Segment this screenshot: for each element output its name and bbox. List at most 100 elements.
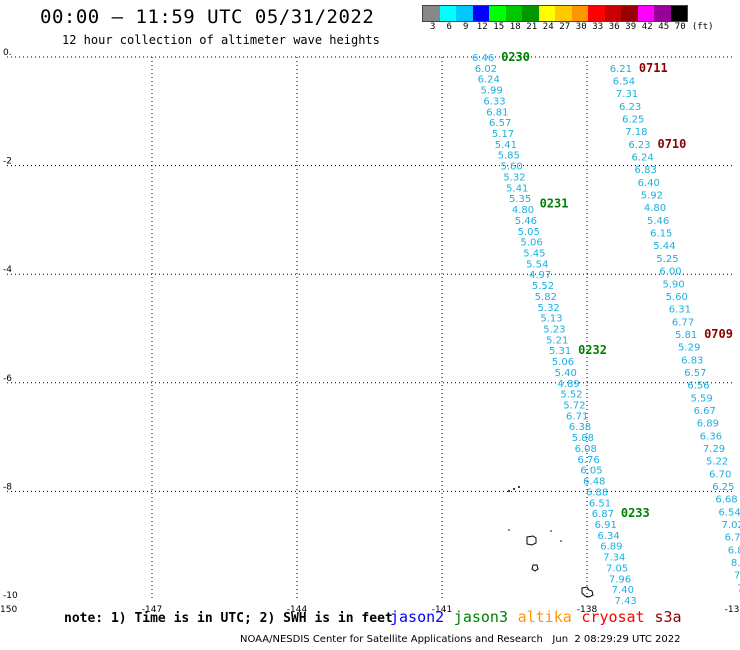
wave-height-value: 6.54: [613, 77, 635, 88]
legend-label: 70: [674, 22, 686, 32]
lon-tick-label: -138: [577, 605, 598, 615]
wave-height-value: 5.05: [518, 227, 540, 238]
wave-height-value: 5.25: [656, 254, 678, 265]
lon-tick-label: -144: [287, 605, 308, 615]
wave-height-value: 6.70: [709, 469, 731, 480]
track-time-label: 0230: [501, 50, 530, 64]
wave-height-value: 7.05: [606, 563, 628, 574]
wave-height-value: 6.05: [580, 466, 602, 477]
wave-height-value: 5.17: [492, 129, 514, 140]
wave-height-value: 6.46: [472, 53, 494, 64]
wave-height-value: 6.89: [600, 542, 622, 553]
generated-timestamp: Jun 2 08:29:29 UTC 2022: [552, 634, 681, 645]
wave-height-value: 5.46: [647, 216, 669, 227]
wave-height-value: 5.59: [690, 393, 712, 404]
legend-label: 21: [526, 22, 538, 32]
island-dot: [508, 529, 510, 531]
legend-swatch: [621, 6, 638, 21]
lon-tick-label: -13: [725, 605, 740, 615]
lon-tick-label: -141: [432, 605, 452, 615]
wave-height-value: 6.33: [483, 96, 505, 107]
satellite-key-cryosat: cryosat: [581, 608, 645, 626]
satellite-key-jason3: jason3: [453, 608, 508, 626]
wave-height-value: 5.81: [675, 330, 697, 341]
island-dot: [508, 490, 510, 492]
wave-height-value: 7.34: [603, 553, 625, 564]
wave-height-value: 5.41: [506, 183, 528, 194]
wave-height-value: 5.88: [572, 433, 594, 444]
page-title: 00:00 – 11:59 UTC 05/31/2022: [40, 6, 375, 28]
wave-height-value: 6.83: [635, 165, 657, 176]
wave-height-value: 5.31: [549, 346, 571, 357]
wave-height-value: 6.24: [631, 153, 653, 164]
wave-height-value: 6.68: [715, 495, 737, 506]
legend-swatch: [571, 6, 588, 21]
track-time-label: 0231: [540, 197, 569, 211]
wave-height-value: 5.44: [653, 241, 675, 252]
wave-height-value: 7.18: [625, 127, 647, 138]
wave-height-value: 7.43: [615, 596, 637, 607]
island-dot: [560, 540, 562, 542]
wave-height-value: 6.81: [486, 107, 508, 118]
legend-swatch: [555, 6, 572, 21]
lat-tick-label: 0.: [3, 48, 12, 58]
wave-height-value: 5.82: [535, 292, 557, 303]
satellite-key-jason2: jason2: [390, 608, 445, 626]
lat-tick-label: -6: [3, 374, 12, 384]
wave-height-value: 6.00: [659, 267, 681, 278]
wave-height-value: 7.96: [609, 574, 631, 585]
island-shape: [581, 586, 594, 598]
legend-label: 15: [493, 22, 505, 32]
lat-tick-label: -4: [3, 265, 12, 275]
satellite-key-s3a: s3a: [654, 608, 682, 626]
wave-height-value: 6.08: [575, 444, 597, 455]
island-dot: [550, 530, 552, 532]
legend-swatch: [637, 6, 654, 21]
wave-height-value: 5.40: [555, 368, 577, 379]
island-shape: [526, 535, 537, 546]
wave-height-value: 5.45: [523, 248, 545, 259]
wave-height-value: 5.60: [666, 292, 688, 303]
legend-swatch: [654, 6, 671, 21]
wave-height-value: 5.99: [481, 86, 503, 97]
wave-height-value: 6.79: [725, 533, 740, 544]
wave-height-value: 5.52: [560, 390, 582, 401]
wave-height-value: 5.23: [543, 325, 565, 336]
lon-tick-label: -147: [142, 605, 162, 615]
wave-height-value: 7.02: [722, 520, 740, 531]
wave-height-value: 6.51: [589, 498, 611, 509]
wave-height-value: 6.88: [586, 487, 608, 498]
legend-label: 9: [463, 22, 469, 32]
legend-label: 39: [625, 22, 637, 32]
wave-height-value: 6.21: [610, 64, 632, 75]
wave-height-value: 6.25: [622, 115, 644, 126]
wave-height-value: 6.54: [718, 507, 740, 518]
wave-height-value: 6.57: [684, 368, 706, 379]
legend-swatch: [670, 6, 687, 21]
wave-height-value: 6.82: [728, 545, 740, 556]
lat-tick-label: -2: [3, 157, 12, 167]
wave-height-value: 4.80: [644, 203, 666, 214]
legend-label: 6: [446, 22, 452, 32]
wave-height-value: 6.48: [583, 477, 605, 488]
wave-height-value: 5.52: [532, 281, 554, 292]
legend-swatch: [489, 6, 506, 21]
wave-height-value: 5.41: [495, 140, 517, 151]
legend-label: 30: [575, 22, 587, 32]
wave-height-value: 5.46: [515, 216, 537, 227]
wave-height-value: 6.83: [681, 355, 703, 366]
wave-height-value: 5.72: [563, 401, 585, 412]
legend-label: 27: [559, 22, 571, 32]
track-time-label: 0232: [578, 343, 607, 357]
wave-height-value: 5.32: [538, 303, 560, 314]
wave-height-value: 6.15: [650, 229, 672, 240]
satellite-key-altika: altika: [517, 608, 572, 626]
altimeter-tracks: 6.466.026.245.996.336.816.575.175.415.85…: [472, 50, 740, 607]
wave-height-value: 7.49: [734, 571, 740, 582]
wave-height-value: 7.90: [737, 583, 740, 594]
wave-height-value: 6.77: [672, 317, 694, 328]
wave-height-value: 7.31: [616, 89, 638, 100]
wave-height-value: 6.87: [592, 509, 614, 520]
wave-height-value: 5.13: [540, 314, 562, 325]
